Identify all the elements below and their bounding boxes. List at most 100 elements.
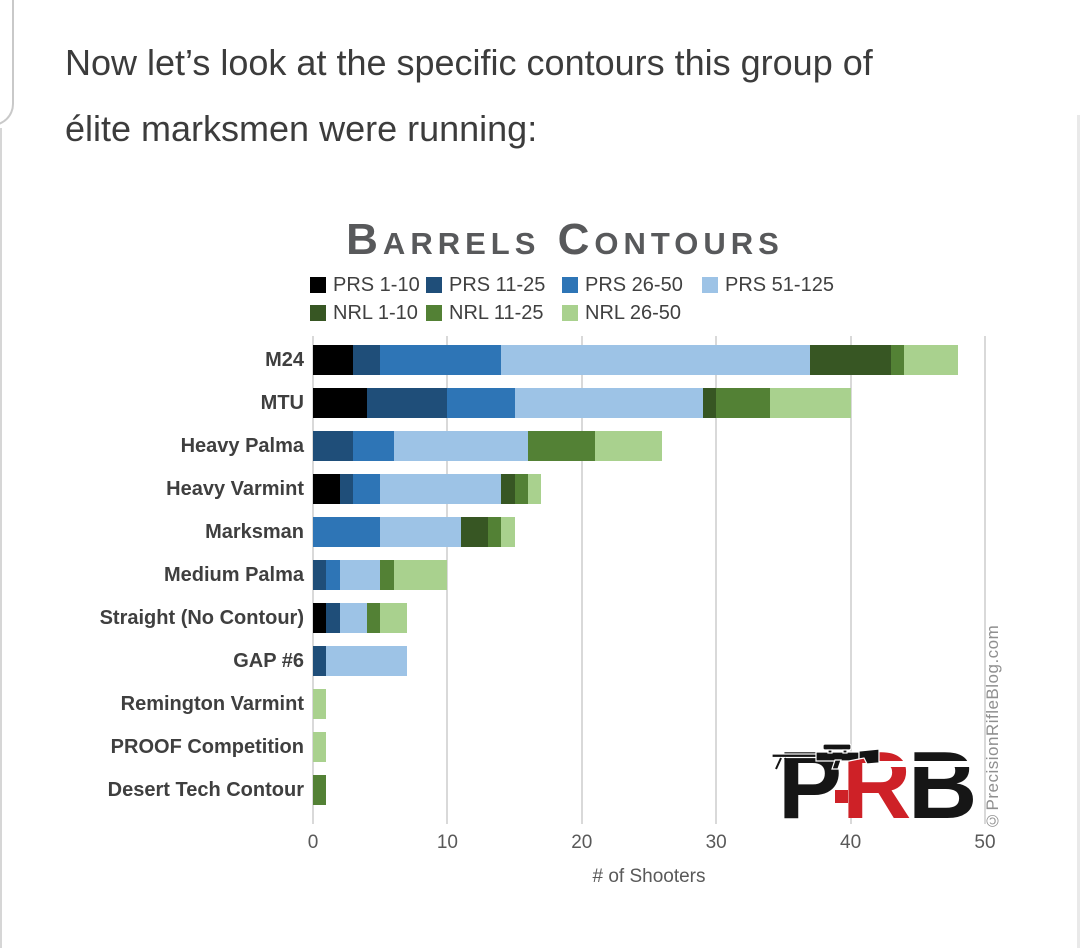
bar-row: GAP #6 bbox=[233, 641, 985, 684]
bar-segment bbox=[313, 345, 354, 375]
bar-track bbox=[313, 345, 985, 375]
bar-segment bbox=[514, 474, 529, 504]
article-heading: Now let’s look at the specific contours … bbox=[65, 30, 1025, 162]
bar-row: Heavy Varmint bbox=[166, 469, 985, 512]
bar-segment bbox=[716, 388, 770, 418]
category-label: Medium Palma bbox=[163, 564, 304, 586]
bar-row: Medium Palma bbox=[164, 555, 985, 598]
bar-segment bbox=[380, 560, 394, 590]
bar-segment bbox=[890, 345, 905, 375]
bar-segment bbox=[313, 388, 367, 418]
legend-swatch bbox=[426, 277, 442, 293]
bar-row: Heavy Palma bbox=[181, 426, 985, 469]
legend-item: NRL 11-25 bbox=[426, 302, 562, 325]
bar-segment bbox=[326, 603, 340, 633]
bar-segment bbox=[339, 560, 381, 590]
gridline bbox=[446, 336, 449, 824]
legend-row: PRS 1-10 PRS 11-25 PRS 26-50 PRS 51-125 bbox=[310, 271, 834, 299]
bar-track bbox=[313, 474, 985, 504]
bar-segment bbox=[393, 560, 448, 590]
bar-segment bbox=[326, 646, 408, 676]
bar-track bbox=[313, 431, 985, 461]
page-left-border bbox=[0, 128, 2, 948]
x-tick-label: 50 bbox=[974, 832, 996, 853]
bar-segment bbox=[313, 560, 327, 590]
gridline bbox=[984, 336, 986, 824]
category-label: Remington Varmint bbox=[120, 693, 304, 715]
legend-swatch bbox=[310, 277, 326, 293]
bar-track bbox=[313, 388, 985, 418]
category-label: Desert Tech Contour bbox=[107, 779, 304, 801]
bar-track bbox=[313, 646, 985, 676]
bar-segment bbox=[393, 431, 529, 461]
legend-swatch bbox=[702, 277, 718, 293]
bar-segment bbox=[313, 431, 354, 461]
gridline bbox=[580, 336, 583, 824]
gridline bbox=[715, 336, 718, 824]
category-label: M24 bbox=[265, 349, 304, 371]
bar-segment bbox=[366, 388, 448, 418]
bar-track bbox=[313, 517, 985, 547]
logo-white-stripe bbox=[876, 761, 974, 767]
x-tick-label: 10 bbox=[436, 832, 458, 853]
legend-label: NRL 1-10 bbox=[333, 301, 418, 324]
category-label: Heavy Palma bbox=[180, 435, 304, 457]
logo-red-period bbox=[835, 790, 848, 803]
bar-segment bbox=[769, 388, 851, 418]
bar-segment bbox=[904, 345, 959, 375]
bar-segment bbox=[501, 517, 515, 547]
bar-segment bbox=[380, 517, 461, 547]
heading-line-1: Now let’s look at the specific contours … bbox=[65, 42, 873, 83]
chart-title: Barrels Contours bbox=[346, 215, 784, 264]
bar-track bbox=[313, 775, 985, 805]
chart-legend: PRS 1-10 PRS 11-25 PRS 26-50 PRS 51-125 NRL … bbox=[310, 271, 834, 327]
bar-segment bbox=[353, 345, 381, 375]
bar-track bbox=[313, 603, 985, 633]
bar-segment bbox=[353, 431, 394, 461]
category-label: Straight (No Contour) bbox=[99, 607, 304, 629]
legend-label: PRS 1-10 bbox=[333, 273, 420, 296]
rifle-icon bbox=[772, 743, 880, 770]
category-label: Marksman bbox=[205, 521, 304, 543]
legend-item: PRS 26-50 bbox=[562, 274, 702, 297]
bar-segment bbox=[313, 775, 327, 805]
gridline bbox=[849, 336, 852, 824]
legend-label: NRL 26-50 bbox=[585, 301, 681, 324]
bar-row: MTU bbox=[261, 383, 985, 426]
legend-label: PRS 26-50 bbox=[585, 273, 683, 296]
legend-item: PRS 11-25 bbox=[426, 274, 562, 297]
card-corner-border bbox=[0, 0, 14, 126]
bar-segment bbox=[339, 474, 354, 504]
bar-segment bbox=[380, 345, 502, 375]
bar-row: Straight (No Contour) bbox=[100, 598, 985, 641]
bar-segment bbox=[313, 474, 340, 504]
scrollbar-track[interactable] bbox=[1077, 115, 1080, 948]
bar-track bbox=[313, 689, 985, 719]
bar-segment bbox=[460, 517, 488, 547]
bar-segment bbox=[326, 560, 340, 590]
x-tick-label: 0 bbox=[307, 832, 319, 853]
bar-segment bbox=[514, 388, 703, 418]
bar-segment bbox=[313, 689, 327, 719]
bar-segment bbox=[313, 517, 381, 547]
copyright-watermark: ©PrecisionRifleBlog.com bbox=[983, 624, 1002, 830]
prb-logo: P R B bbox=[772, 728, 988, 834]
bar-segment bbox=[380, 474, 502, 504]
bar-segment bbox=[313, 732, 327, 762]
bar-row: Desert Tech Contour bbox=[108, 770, 985, 813]
legend-item: NRL 26-50 bbox=[562, 302, 702, 325]
legend-item: PRS 51-125 bbox=[702, 274, 834, 297]
x-axis-ticks: 0 10 20 30 40 50 bbox=[308, 832, 996, 856]
bar-track bbox=[313, 560, 985, 590]
bar-segment bbox=[313, 646, 327, 676]
bar-segment bbox=[339, 603, 367, 633]
bar-row: M24 bbox=[265, 340, 985, 383]
bar-segment bbox=[487, 517, 502, 547]
legend-label: NRL 11-25 bbox=[449, 301, 544, 324]
category-label: GAP #6 bbox=[233, 650, 304, 672]
bar-segment bbox=[501, 474, 515, 504]
legend-label: PRS 11-25 bbox=[449, 273, 546, 296]
bar-segment bbox=[595, 431, 663, 461]
bar-segment bbox=[447, 388, 515, 418]
